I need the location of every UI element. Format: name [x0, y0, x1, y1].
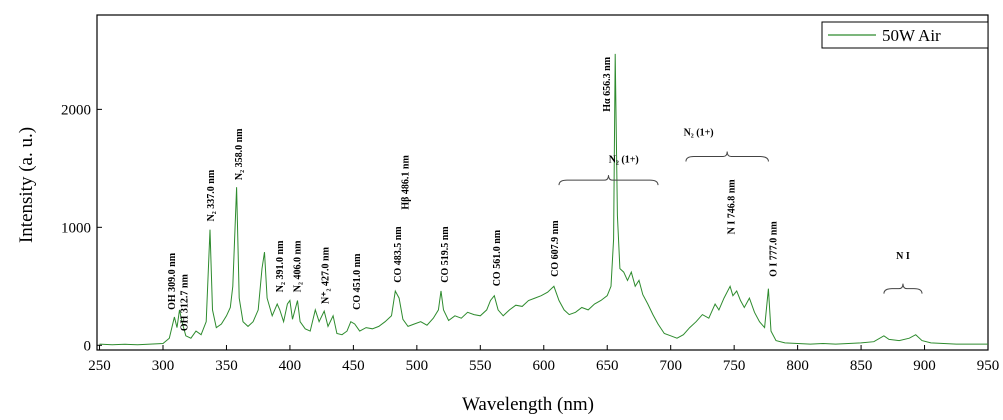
peak-label: CO 607.9 nm — [550, 220, 561, 277]
band-label: N₂ (1+) — [684, 127, 714, 138]
x-tick-label: 900 — [913, 358, 936, 374]
bracket — [558, 175, 659, 186]
y-tick-label: 0 — [84, 338, 92, 354]
peak-label: N₂ 337.0 nm — [206, 169, 217, 221]
x-tick-label: 350 — [215, 358, 238, 374]
x-tick-label: 650 — [596, 358, 619, 374]
peak-label: Hα 656.3 nm — [602, 56, 613, 111]
x-tick-label: 700 — [659, 358, 682, 374]
x-tick-label: 300 — [152, 358, 175, 374]
peak-label: CO 519.5 nm — [440, 226, 451, 283]
y-tick-label: 2000 — [61, 102, 91, 118]
x-tick-label: 850 — [850, 358, 873, 374]
peak-label: O I 777.0 nm — [769, 221, 780, 277]
bracket — [883, 283, 923, 294]
x-tick-label: 500 — [406, 358, 429, 374]
spectrum-line — [99, 53, 988, 346]
peak-label: N⁺₂ 427.0 nm — [320, 246, 331, 304]
x-tick-label: 800 — [786, 358, 809, 374]
x-tick-label: 950 — [977, 358, 1000, 374]
peak-label: N I 746.8 nm — [727, 179, 738, 235]
x-axis-label: Wavelength (nm) — [462, 394, 594, 415]
peak-label: CO 451.0 nm — [352, 253, 363, 310]
band-label: N₂ (1+) — [609, 154, 639, 165]
peak-label: OH 312.7 nm — [180, 274, 191, 332]
legend-label: 50W Air — [882, 26, 941, 45]
peak-label: N₂ 406.0 nm — [293, 240, 304, 292]
x-tick-label: 600 — [533, 358, 556, 374]
x-tick-label: 550 — [469, 358, 492, 374]
peak-label: Hβ 486.1 nm — [400, 155, 411, 210]
x-tick-label: 750 — [723, 358, 746, 374]
y-tick-label: 1000 — [61, 220, 91, 236]
y-axis-label: Intensity (a. u.) — [16, 127, 37, 243]
peak-label: N₂ 358.0 nm — [234, 128, 245, 180]
bracket — [685, 151, 769, 162]
x-tick-label: 400 — [279, 358, 302, 374]
legend-box — [821, 21, 989, 49]
band-label: N I — [896, 251, 910, 262]
x-tick-label: 450 — [342, 358, 365, 374]
x-tick-label: 250 — [88, 358, 111, 374]
plot-frame — [96, 14, 989, 351]
peak-label: OH 309.0 nm — [167, 252, 178, 310]
peak-label: N₂ 391.0 nm — [275, 240, 286, 292]
peak-label: CO 561.0 nm — [492, 229, 503, 286]
peak-label: CO 483.5 nm — [393, 226, 404, 283]
